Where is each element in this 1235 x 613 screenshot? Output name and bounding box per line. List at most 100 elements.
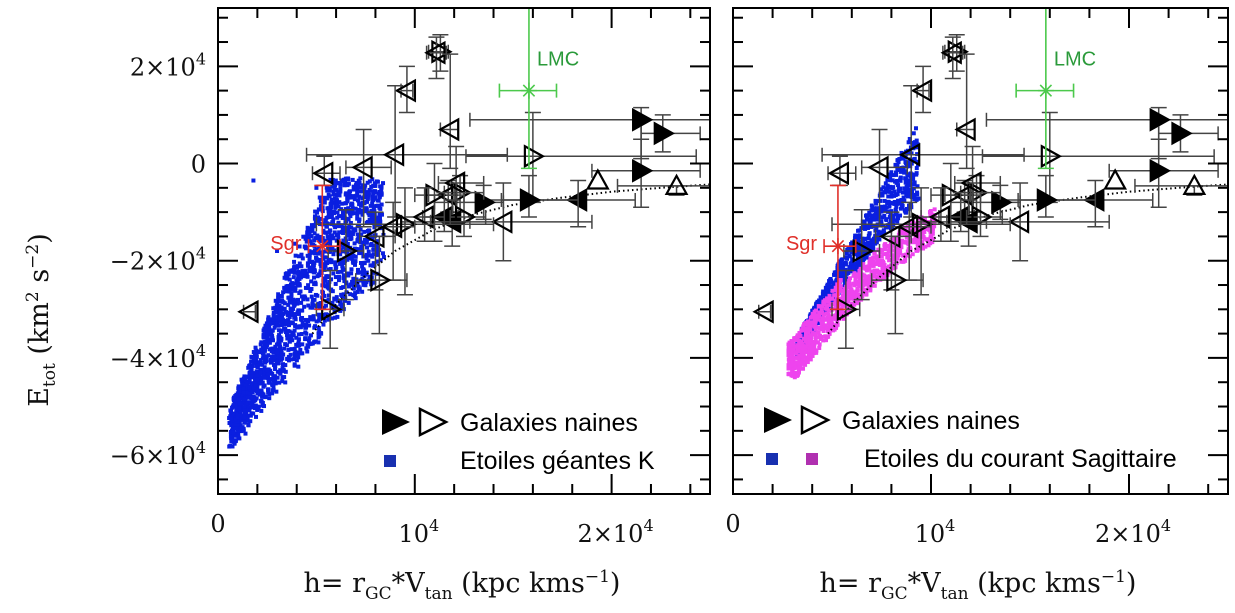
star-point [278,316,283,321]
star-point [312,340,317,345]
star-point [797,358,802,363]
star-point [886,199,891,204]
star-point [242,412,247,417]
star-point [289,300,294,305]
dwarf-galaxies [752,33,1228,349]
star-point [837,286,842,291]
star-point [373,195,378,200]
star-point [304,325,309,330]
star-point [276,354,281,359]
star-point [274,389,279,394]
star-point [275,348,280,353]
annotation-sgr [307,184,341,311]
star-point [900,238,905,243]
star-point [375,259,380,264]
star-point [333,205,338,210]
star-point [310,301,315,306]
star-point [236,397,241,402]
star-point [242,420,247,425]
star-point [336,190,341,195]
star-point [871,206,876,211]
star-point [832,270,837,275]
star-point [833,313,838,318]
star-point [928,235,933,240]
star-point [313,209,318,214]
x-tick-label: 2×104 [1095,516,1171,548]
star-point [337,200,342,205]
star-point [362,201,367,206]
star-point [891,185,896,190]
star-point [375,216,380,221]
star-point [366,191,371,196]
star-point [905,178,910,183]
star-point [861,281,866,286]
star-point [322,255,327,260]
star-point [891,243,896,248]
magenta-square-icon [806,453,818,465]
star-point [278,368,283,373]
star-point [268,360,273,365]
star-point [922,217,927,222]
star-point [838,273,843,278]
y-tick-label: −4×104 [110,341,206,373]
star-point [241,390,246,395]
star-point [335,270,340,275]
star-point [861,262,866,267]
star-point [327,188,332,193]
star-point [315,258,320,263]
star-point [331,200,336,205]
star-point [796,356,801,361]
star-point [907,193,912,198]
star-point [300,256,305,261]
open-triangle-marker [954,117,976,142]
star-point [365,219,370,224]
star-point [858,239,863,244]
star-point [311,266,316,271]
star-point [894,212,899,217]
star-point [351,184,356,189]
open-triangle-marker [523,144,546,169]
star-point [353,259,358,264]
x-tick-label: 104 [915,516,956,548]
error-bar [242,304,257,319]
star-point [336,204,341,209]
star-point [289,268,294,273]
star-point [305,297,310,302]
star-point [369,241,374,246]
star-point [375,244,380,249]
star-point [331,271,336,276]
star-point [873,214,878,219]
star-point [296,350,301,355]
star-point [786,357,791,362]
star-point [330,184,335,189]
star-point [827,314,832,319]
star-point [254,369,259,374]
star-point [872,251,877,256]
star-point [299,332,304,337]
star-point [354,193,359,198]
star-point [898,213,903,218]
star-point [368,218,373,223]
star-point [266,315,271,320]
star-point [827,318,832,323]
open-triangle-marker [664,173,689,195]
star-point [326,275,331,280]
star-point [289,347,294,352]
star-point [292,346,297,351]
star-point [874,217,879,222]
star-point [327,247,332,252]
open-triangle-marker [910,78,933,103]
star-point [914,166,919,171]
star-point [824,311,829,316]
star-point [328,236,333,241]
star-point [880,215,885,220]
star-point [333,203,338,208]
star-point [792,371,797,376]
star-point [869,224,874,229]
star-point [357,180,362,185]
star-point [871,263,876,268]
star-point [367,179,372,184]
star-point [271,310,276,315]
star-point [234,399,239,404]
star-point [269,330,274,335]
